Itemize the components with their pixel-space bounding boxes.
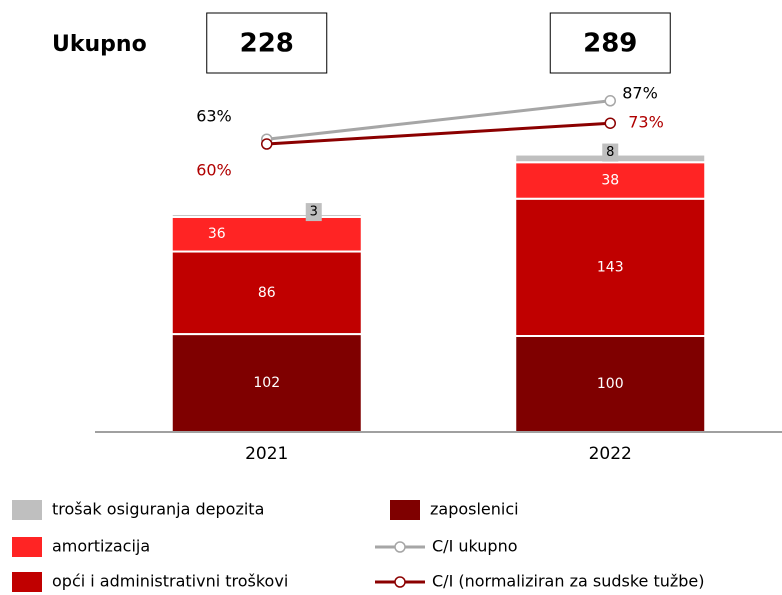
data-label: 100 <box>597 376 624 392</box>
bar-segment <box>514 197 707 337</box>
legend-swatch <box>12 572 42 592</box>
totals-label: Ukupno <box>52 32 147 57</box>
legend-swatch <box>390 500 420 520</box>
line-label: 87% <box>622 83 658 102</box>
data-label-box <box>305 203 322 222</box>
bar-segment <box>514 161 707 200</box>
total-box <box>206 12 328 74</box>
line-label: 63% <box>196 107 232 126</box>
legend-label: opći i administrativni troškovi <box>52 572 288 591</box>
x-tick-label: 2022 <box>589 444 632 464</box>
line-label: 73% <box>628 113 664 132</box>
line <box>266 121 611 146</box>
data-label-box <box>602 143 619 162</box>
bar-segment <box>170 250 363 336</box>
line <box>266 99 611 141</box>
legend-label: trošak osiguranja depozita <box>52 500 264 519</box>
data-label: 36 <box>208 226 226 242</box>
line-label: 60% <box>196 161 232 180</box>
legend-label: C/I (normaliziran za sudske tužbe) <box>432 572 705 591</box>
legend-marker <box>394 576 406 588</box>
bar-segment <box>514 335 707 433</box>
legend-label: zaposlenici <box>430 500 519 519</box>
legend-marker <box>394 541 406 553</box>
total-value: 289 <box>583 29 637 59</box>
data-label: 38 <box>601 172 619 188</box>
legend-swatch <box>12 500 42 520</box>
data-label: 143 <box>597 259 624 275</box>
data-label: 86 <box>258 285 276 301</box>
total-box <box>549 12 671 74</box>
data-label: 8 <box>606 145 614 160</box>
data-label: 102 <box>253 375 280 391</box>
total-value: 228 <box>240 29 294 59</box>
bar-segment <box>170 213 363 218</box>
bar-segment <box>170 215 363 253</box>
legend-label: C/I ukupno <box>432 537 518 556</box>
line-marker <box>604 117 616 129</box>
line-marker <box>604 95 616 107</box>
legend-swatch <box>12 537 42 557</box>
data-label: 3 <box>310 205 318 220</box>
x-tick-label: 2021 <box>245 444 288 464</box>
legend-label: amortizacija <box>52 537 150 556</box>
line-marker <box>261 138 273 150</box>
